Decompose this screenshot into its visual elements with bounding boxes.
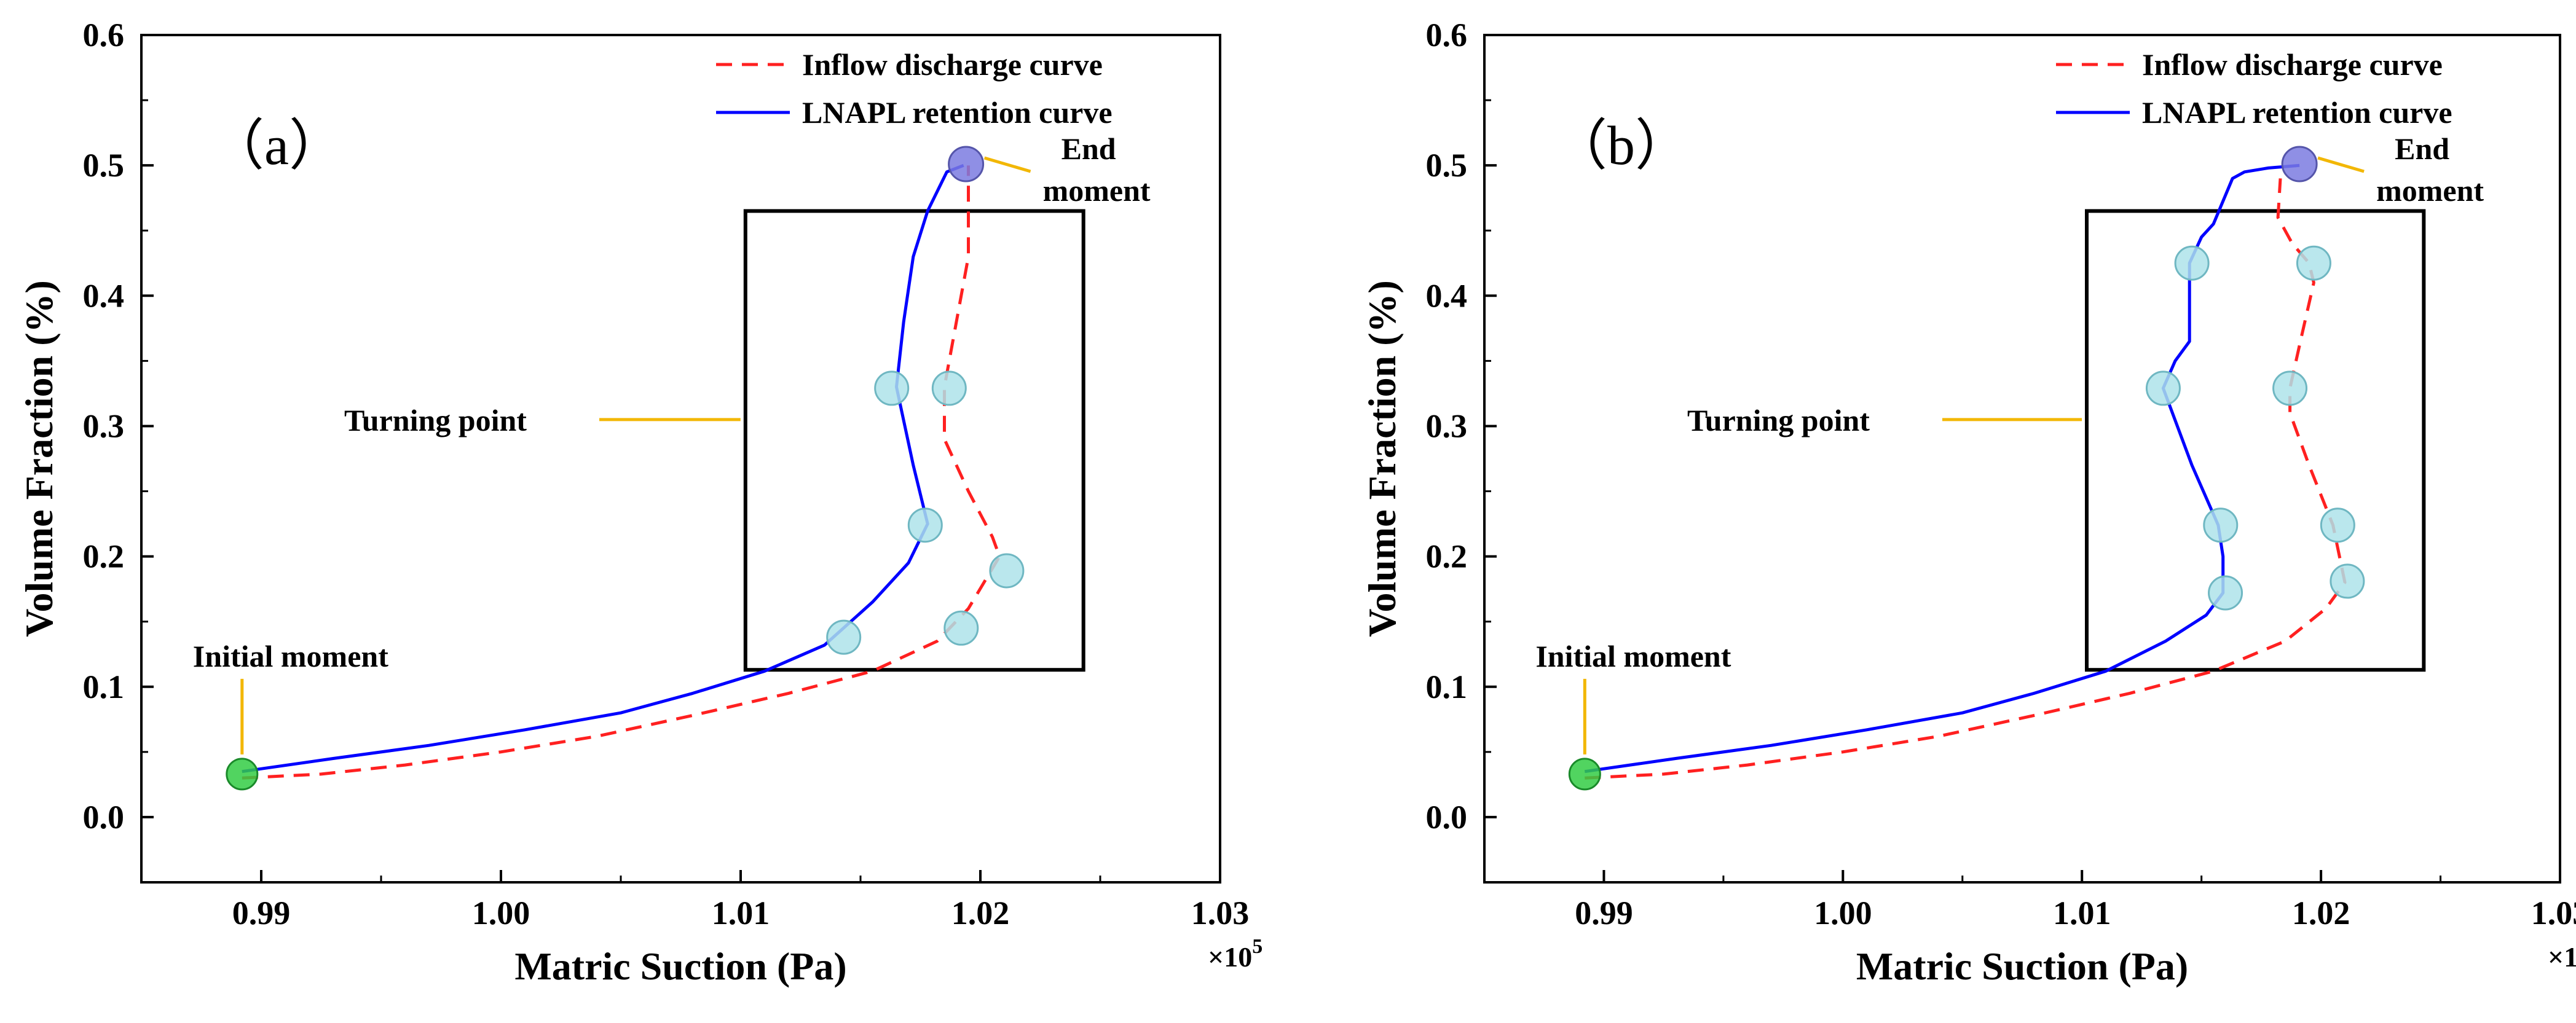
turning-region-box [2085, 209, 2426, 672]
panel-label: （b） [1552, 116, 1690, 176]
x-tick-label: 1.02 [2292, 895, 2350, 931]
turning-point-marker [2296, 245, 2331, 281]
y-axis-title: Volume Fraction (%) [1360, 280, 1404, 637]
x-axis-multiplier: ×105 [1208, 935, 1262, 973]
end-moment-label-line1: End [1062, 131, 1116, 166]
x-tick-label: 1.01 [2053, 895, 2111, 931]
end-point-marker [948, 146, 985, 182]
x-tick-label: 1.00 [472, 895, 530, 931]
turning-point-marker [2330, 563, 2365, 599]
y-tick-label: 0.2 [1426, 538, 1468, 575]
chart-panel-b: 0.99 1.00 1.01 1.02 1.03 0.0 0.1 0.2 0.3 0.4 0.5 0.… [1360, 17, 2576, 988]
turning-point-marker [989, 553, 1025, 589]
turning-point-marker [2272, 370, 2308, 406]
initial-point-marker [1568, 758, 1601, 791]
turning-point-marker [943, 610, 979, 646]
x-axis-title: Matric Suction (Pa) [1856, 944, 2188, 988]
inflow-discharge-line [1585, 178, 2347, 780]
x-tick-label: 0.99 [232, 895, 291, 931]
y-tick-label: 0.6 [1426, 17, 1468, 53]
legend-entry-inflow: Inflow discharge curve [802, 47, 1103, 82]
plot-frame [1483, 34, 2561, 884]
turning-point-marker [907, 508, 943, 543]
y-tick-label: 0.6 [83, 17, 125, 53]
panel-label: （a） [209, 116, 344, 176]
x-tick-label: 1.03 [2531, 895, 2576, 931]
turning-point-marker [2320, 508, 2355, 543]
y-tick-label: 0.4 [1426, 277, 1468, 314]
turning-point-marker [931, 370, 967, 406]
turning-point-label: Turning point [344, 403, 527, 437]
x-axis-title: Matric Suction (Pa) [514, 944, 846, 988]
turning-point-marker [826, 619, 862, 655]
y-tick-label: 0.5 [83, 147, 125, 184]
legend-entry-lnapl: LNAPL retention curve [802, 95, 1113, 130]
y-tick-label: 0.0 [83, 799, 125, 836]
turning-point-marker [2208, 575, 2243, 611]
turning-region-box [743, 209, 1085, 672]
end-point-marker [2281, 146, 2318, 182]
x-axis-multiplier-base: ×10 [2548, 941, 2576, 973]
plot-frame [140, 34, 1221, 884]
x-tick-label: 1.02 [951, 895, 1010, 931]
turning-point-marker [2174, 245, 2210, 281]
x-tick-label: 1.03 [1191, 895, 1250, 931]
x-axis-multiplier: ×105 [2548, 935, 2576, 973]
chart-panel-a: 0.99 1.00 1.01 1.02 1.03 0.0 0.1 0.2 0.3 0.4 0.5 0.… [17, 17, 1262, 988]
end-moment-leader [2317, 156, 2365, 173]
x-axis-multiplier-exponent: 5 [1252, 935, 1262, 958]
end-moment-label-line2: moment [1043, 173, 1151, 208]
lnapl-retention-line [242, 163, 964, 774]
initial-point-marker [226, 758, 259, 791]
initial-moment-label: Initial moment [1535, 639, 1731, 673]
end-moment-label-line1: End [2395, 131, 2449, 166]
x-tick-label: 0.99 [1575, 895, 1633, 931]
y-tick-label: 0.1 [1426, 668, 1468, 705]
x-axis-multiplier-base: ×10 [1208, 941, 1252, 973]
y-tick-label: 0.4 [83, 277, 125, 314]
y-tick-label: 0.0 [1426, 799, 1468, 836]
end-moment-label-line2: moment [2376, 173, 2484, 208]
y-axis-title: Volume Fraction (%) [17, 280, 61, 637]
turning-point-marker [874, 370, 910, 406]
turning-point-label: Turning point [1687, 403, 1870, 437]
legend-entry-inflow: Inflow discharge curve [2142, 47, 2443, 82]
y-tick-label: 0.5 [1426, 147, 1468, 184]
turning-point-marker [2203, 508, 2239, 543]
y-tick-label: 0.1 [83, 668, 125, 705]
x-tick-label: 1.00 [1814, 895, 1872, 931]
y-tick-label: 0.3 [83, 407, 125, 444]
x-tick-label: 1.01 [712, 895, 770, 931]
end-moment-leader [983, 156, 1031, 173]
y-tick-label: 0.3 [1426, 407, 1468, 444]
y-tick-label: 0.2 [83, 538, 125, 575]
initial-moment-label: Initial moment [193, 639, 388, 673]
legend-entry-lnapl: LNAPL retention curve [2142, 95, 2452, 130]
inflow-discharge-line [242, 165, 1001, 780]
turning-point-marker [2145, 370, 2181, 406]
